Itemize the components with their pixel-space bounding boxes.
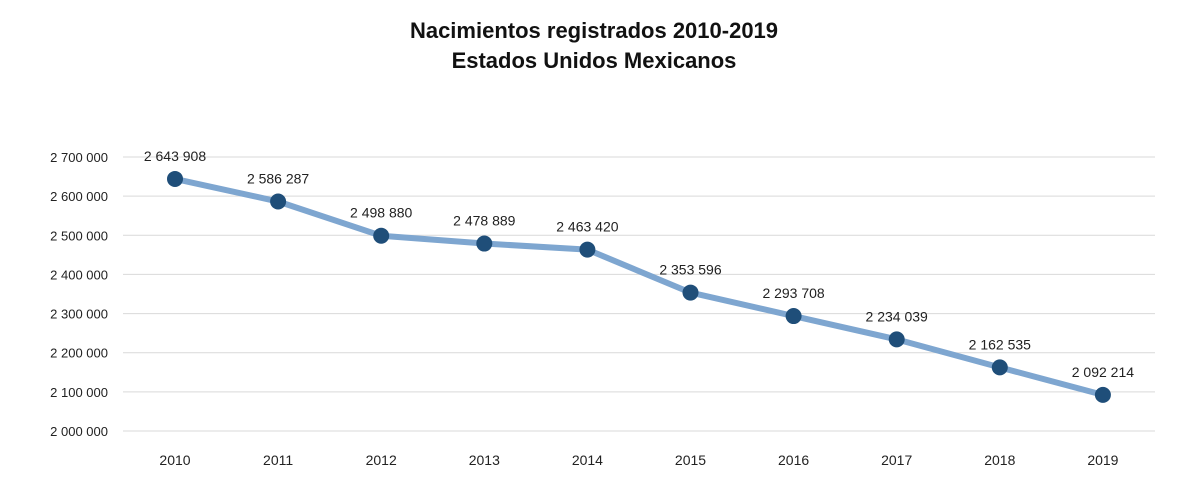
y-axis: 2 000 000 2 100 000 2 200 000 2 300 000 2 40…: [50, 150, 108, 439]
data-point: [579, 241, 596, 258]
x-tick-label: 2016: [778, 452, 809, 468]
data-point: [991, 359, 1008, 376]
x-axis: 2010 2011 2012 2013 2014 2015 2016 2017 2018 2019: [159, 452, 1118, 468]
y-tick-label: 2 600 000: [50, 189, 108, 204]
x-tick-label: 2017: [881, 452, 912, 468]
data-point: [888, 331, 905, 348]
y-tick-label: 2 000 000: [50, 424, 108, 439]
data-point: [1094, 386, 1111, 403]
x-tick-label: 2013: [469, 452, 500, 468]
y-tick-label: 2 500 000: [50, 228, 108, 243]
y-tick-label: 2 300 000: [50, 307, 108, 322]
chart-title: Nacimientos registrados 2010-2019: [409, 18, 779, 43]
data-label: 2 643 908: [144, 148, 206, 164]
y-tick-label: 2 400 000: [50, 267, 108, 282]
data-label: 2 586 287: [247, 171, 309, 187]
data-point: [167, 170, 183, 187]
data-label: 2 234 039: [866, 308, 928, 324]
data-label: 2 353 596: [659, 262, 721, 278]
x-tick-label: 2019: [1087, 452, 1118, 468]
chart-subtitle: Estados Unidos Mexicanos: [451, 48, 737, 73]
data-labels: 2 643 908 2 586 287 2 498 880 2 478 889 2 46…: [144, 148, 1134, 380]
data-label: 2 498 880: [350, 205, 412, 221]
x-tick-label: 2014: [572, 452, 603, 468]
data-point: [476, 235, 493, 252]
data-label: 2 463 420: [556, 219, 618, 235]
x-tick-label: 2012: [366, 452, 397, 468]
data-point: [270, 193, 287, 210]
data-point: [785, 308, 802, 325]
x-tick-label: 2015: [675, 452, 706, 468]
y-tick-label: 2 700 000: [50, 150, 108, 165]
data-point: [373, 227, 390, 244]
x-tick-label: 2010: [159, 452, 190, 468]
chart-title-block: Nacimientos registrados 2010-2019 Estado…: [0, 16, 1188, 76]
gridlines: [123, 156, 1155, 432]
data-label: 2 162 535: [969, 336, 1031, 352]
data-point: [682, 284, 699, 301]
x-tick-label: 2018: [984, 452, 1015, 468]
y-tick-label: 2 100 000: [50, 385, 108, 400]
x-tick-label: 2011: [263, 452, 293, 468]
data-label: 2 478 889: [453, 213, 515, 229]
series-births: [167, 170, 1111, 403]
y-tick-label: 2 200 000: [50, 346, 108, 361]
series-line: [172, 175, 1106, 398]
data-label: 2 293 708: [762, 285, 824, 301]
data-label: 2 092 214: [1072, 364, 1134, 380]
